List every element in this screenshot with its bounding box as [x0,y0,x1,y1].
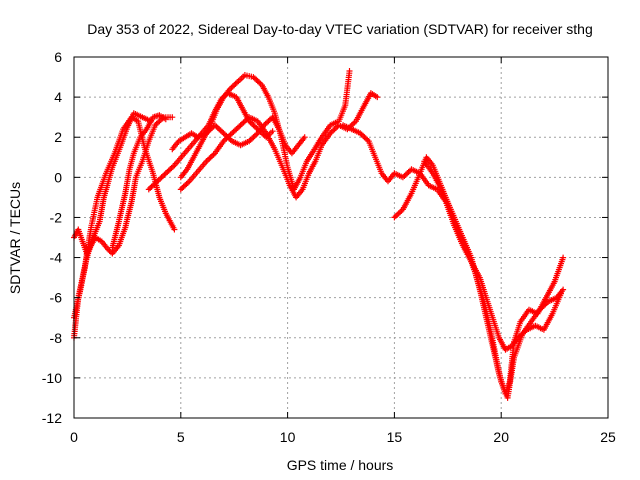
data-point [374,94,381,101]
x-tick-label: 15 [387,429,403,445]
series-track-h [177,90,381,201]
data-point [560,254,567,261]
x-tick-label: 0 [70,429,78,445]
series-track-g [169,114,308,157]
x-tick-labels: 0 5 10 15 20 25 [70,429,616,445]
y-tick-label: -4 [50,250,63,266]
x-tick-label: 20 [493,429,509,445]
data-point [269,128,276,135]
x-tick-label: 5 [177,429,185,445]
x-tick-label: 10 [280,429,296,445]
data-point [560,286,567,293]
y-tick-label: -2 [50,209,63,225]
series-track-i [340,122,564,353]
x-tick-label: 25 [600,429,616,445]
axis-ticks [73,56,609,419]
y-tick-label: -6 [50,290,63,306]
y-tick-label: 6 [54,49,62,65]
y-tick-label: -10 [42,370,62,386]
chart-title: Day 353 of 2022, Sidereal Day-to-day VTE… [87,21,593,37]
series-track-c [71,114,176,257]
y-tick-label: 4 [54,89,62,105]
data-point [301,134,308,141]
data-point [346,68,353,74]
y-tick-labels: -12 -10 -8 -6 -4 -2 0 2 4 6 [42,49,62,426]
y-tick-label: -12 [42,410,62,426]
y-axis-title: SDTVAR / TECUs [7,182,23,294]
series-track-k [421,158,567,401]
x-axis-title: GPS time / hours [287,457,394,473]
y-tick-label: -8 [50,330,63,346]
y-tick-label: 2 [54,129,62,145]
data-point [171,226,178,233]
series-track-d [109,112,169,251]
data-points [71,68,567,401]
plot-frame [73,56,609,419]
data-point [169,114,176,121]
data-point [540,302,547,309]
y-tick-label: 0 [54,169,62,185]
data-point [162,116,169,123]
